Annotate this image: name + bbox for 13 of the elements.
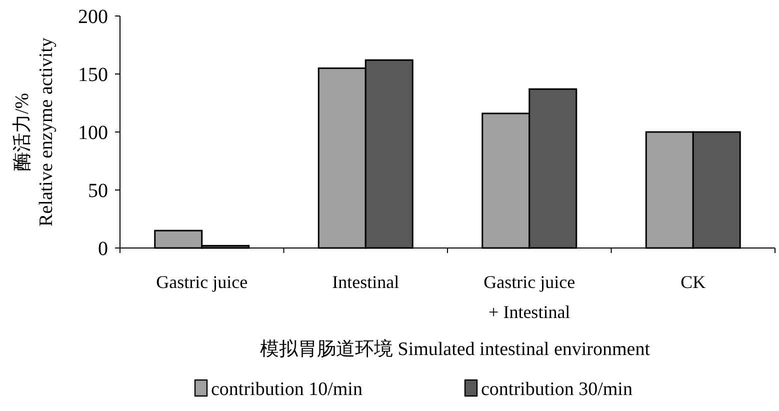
x-tick-label: Gastric juice + Intestinal — [484, 272, 576, 322]
x-axis-title: 模拟胃肠道环境 Simulated intestinal environment — [260, 338, 651, 360]
legend-label: contribution 30/min — [481, 379, 633, 400]
y-tick-label: 200 — [78, 6, 108, 28]
y-tick-label: 50 — [88, 180, 108, 202]
y-tick-label: 0 — [98, 238, 108, 260]
y-tick-label: 100 — [78, 122, 108, 144]
x-tick-label: Gastric juice — [156, 272, 248, 292]
x-tick-label: Intestinal — [332, 272, 400, 292]
x-tick-label: CK — [680, 272, 706, 292]
legend-label: contribution 10/min — [211, 379, 363, 400]
y-tick-label: 150 — [78, 64, 108, 86]
y-axis-title: 酶活力/% Relative enzyme activity — [12, 37, 57, 226]
